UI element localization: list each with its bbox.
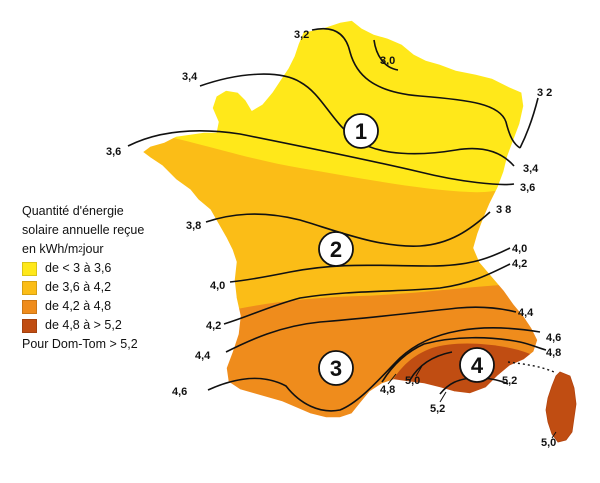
zone-3-number: 3 xyxy=(330,356,342,381)
legend-swatch-orange xyxy=(22,299,37,314)
legend-swatch-yellow xyxy=(22,261,37,276)
label-3-8-left: 3,8 xyxy=(186,220,201,232)
legend-unit-prefix: en kWh/ xyxy=(22,242,68,256)
legend-swatch-dark xyxy=(22,318,37,333)
label-5-0-corsica: 5,0 xyxy=(541,437,556,449)
legend: Quantité d'énergie solaire annuelle reçu… xyxy=(22,202,172,354)
label-3-4-right: 3,4 xyxy=(523,163,539,175)
isoline-3-8 xyxy=(205,211,491,247)
isoline-3-2-top xyxy=(311,27,521,149)
isoline-4-6 xyxy=(207,327,541,412)
label-4-2-right: 4,2 xyxy=(512,258,527,270)
label-3-6-right: 3,6 xyxy=(520,182,535,194)
legend-dom-tom: Pour Dom-Tom > 5,2 xyxy=(22,337,138,351)
legend-swatch-light-orange xyxy=(22,280,37,295)
legend-item-label: de 4,2 à 4,8 xyxy=(45,299,112,313)
isoline-4-8 xyxy=(381,336,547,383)
label-3-4-left: 3,4 xyxy=(182,71,198,83)
zone-2-number: 2 xyxy=(330,237,342,262)
isoline-3-6 xyxy=(127,130,515,186)
label-4-6-left: 4,6 xyxy=(172,386,187,398)
label-3-6-left: 3,6 xyxy=(106,146,121,158)
legend-item-label: de < 3 à 3,6 xyxy=(45,261,112,275)
isolines xyxy=(127,27,547,412)
legend-item: de 4,2 à 4,8 xyxy=(22,297,172,316)
legend-unit-exp: 2 xyxy=(78,245,83,254)
corsica-island xyxy=(545,371,577,443)
label-leaders xyxy=(387,365,557,439)
label-3-2-top: 3,2 xyxy=(294,29,309,41)
legend-item: de 3,6 à 4,2 xyxy=(22,278,172,297)
legend-item-label: de 3,6 à 4,2 xyxy=(45,280,112,294)
label-5-0-south: 5,0 xyxy=(405,375,420,387)
label-4-0-right: 4,0 xyxy=(512,243,527,255)
isoline-5-0 xyxy=(409,351,453,381)
label-3-2-right: 3 2 xyxy=(537,87,552,99)
isoline-3-2-east xyxy=(519,97,539,149)
label-4-0-left: 4,0 xyxy=(210,280,225,292)
label-4-8-south: 4,8 xyxy=(380,384,395,396)
isoline-4-0 xyxy=(229,247,511,283)
isoline-labels: 3,2 3,0 3,4 3 2 3,6 3,4 3,6 3,8 3 8 4,0 … xyxy=(106,29,561,449)
zone-2-circle xyxy=(318,231,354,267)
zone-4-circle xyxy=(459,347,495,383)
isoline-3-0 xyxy=(373,39,399,71)
legend-item: de 4,8 à > 5,2 xyxy=(22,316,172,335)
legend-title-line2: solaire annuelle reçue xyxy=(22,223,145,237)
zone-1-circle xyxy=(343,113,379,149)
label-4-2-left: 4,2 xyxy=(206,320,221,332)
legend-unit: en kWh/m 2 jour xyxy=(22,240,172,259)
france-outline xyxy=(140,19,539,419)
legend-title-line1: Quantité d'énergie xyxy=(22,204,124,218)
legend-unit-m: m xyxy=(67,242,79,256)
label-4-4-right: 4,4 xyxy=(518,307,534,319)
legend-unit-suffix: jour xyxy=(82,242,104,256)
zone-1-number: 1 xyxy=(355,119,367,144)
label-5-2-south: 5,2 xyxy=(430,403,445,415)
label-4-4-left: 4,4 xyxy=(195,350,211,362)
label-3-8-right: 3 8 xyxy=(496,204,511,216)
label-4-8-right: 4,8 xyxy=(546,347,561,359)
isoline-4-2 xyxy=(223,263,511,325)
label-4-6-right: 4,6 xyxy=(546,332,561,344)
legend-item: de < 3 à 3,6 xyxy=(22,259,172,278)
zone-4-number: 4 xyxy=(471,353,484,378)
legend-item-label: de 4,8 à > 5,2 xyxy=(45,318,122,332)
zone-markers: 1 2 3 4 xyxy=(318,113,495,386)
isoline-4-4 xyxy=(225,306,517,353)
isoline-dotted-corsica xyxy=(507,361,555,373)
zone-3-circle xyxy=(318,350,354,386)
label-5-2-right: 5,2 xyxy=(502,375,517,387)
label-3-0: 3,0 xyxy=(380,55,395,67)
